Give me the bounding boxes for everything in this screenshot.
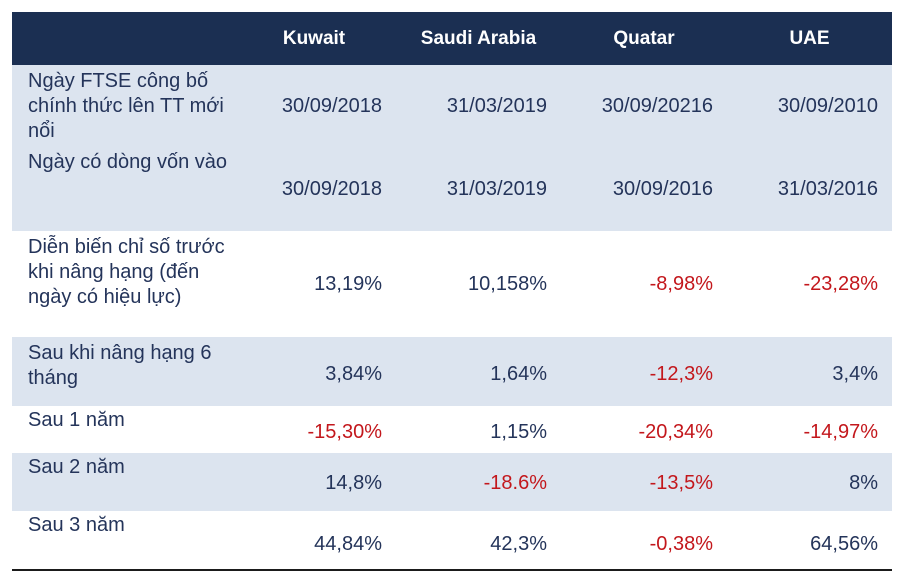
table-bottom-rule <box>12 569 892 571</box>
row-label: Sau 1 năm <box>28 409 125 431</box>
table-row: Ngày có dòng vốn vào 30/09/2018 31/03/20… <box>12 146 892 231</box>
cell-uae: -14,97% <box>803 421 879 443</box>
cell-quatar: -13,5% <box>649 472 713 494</box>
cell-quatar: 30/09/20216 <box>601 95 713 117</box>
cell-quatar: -20,34% <box>638 421 714 443</box>
cell-quatar: -12,3% <box>649 363 713 385</box>
cell-uae: 8% <box>849 472 878 494</box>
table-header: Kuwait Saudi Arabia Quatar UAE <box>12 12 892 65</box>
cell-saudi-arabia: 31/03/2019 <box>446 95 547 117</box>
header-row: Kuwait Saudi Arabia Quatar UAE <box>12 12 892 65</box>
header-saudi-arabia: Saudi Arabia <box>420 27 537 49</box>
cell-saudi-arabia: 10,158% <box>468 273 547 295</box>
cell-quatar: -0,38% <box>649 533 713 555</box>
header-uae: UAE <box>789 27 830 49</box>
cell-saudi-arabia: -18.6% <box>483 472 547 494</box>
cell-kuwait: 14,8% <box>325 472 382 494</box>
table-body: Ngày FTSE công bố chính thức lên TT mới … <box>12 65 892 569</box>
cell-saudi-arabia: 31/03/2019 <box>446 178 547 200</box>
cell-saudi-arabia: 42,3% <box>490 533 547 555</box>
cell-uae: 30/09/2010 <box>777 95 878 117</box>
row-label: Diễn biến chỉ số trước khi nâng hạng (đế… <box>28 236 225 308</box>
cell-kuwait: 30/09/2018 <box>281 95 382 117</box>
row-label: Sau khi nâng hạng 6 tháng <box>28 342 212 389</box>
table-row: Sau 3 năm 44,84% 42,3% -0,38% 64,56% <box>12 511 892 569</box>
comparison-table: Kuwait Saudi Arabia Quatar UAE Ngày FTSE… <box>12 12 892 569</box>
table-row: Sau 1 năm -15,30% 1,15% -20,34% -14,97% <box>12 406 892 453</box>
cell-saudi-arabia: 1,64% <box>490 363 547 385</box>
row-label: Ngày FTSE công bố chính thức lên TT mới … <box>28 70 224 142</box>
table-row: Sau khi nâng hạng 6 tháng 3,84% 1,64% -1… <box>12 337 892 406</box>
cell-quatar: 30/09/2016 <box>612 178 713 200</box>
cell-kuwait: 30/09/2018 <box>281 178 382 200</box>
row-label: Sau 3 năm <box>28 514 125 536</box>
cell-kuwait: 44,84% <box>314 533 382 555</box>
table-row: Sau 2 năm 14,8% -18.6% -13,5% 8% <box>12 453 892 511</box>
cell-uae: -23,28% <box>803 273 879 295</box>
table-row: Diễn biến chỉ số trước khi nâng hạng (đế… <box>12 231 892 337</box>
cell-kuwait: 13,19% <box>314 273 382 295</box>
cell-uae: 3,4% <box>832 363 878 385</box>
cell-uae: 64,56% <box>810 533 878 555</box>
header-quatar: Quatar <box>613 27 675 49</box>
table-row: Ngày FTSE công bố chính thức lên TT mới … <box>12 65 892 146</box>
cell-saudi-arabia: 1,15% <box>490 421 547 443</box>
cell-kuwait: -15,30% <box>307 421 383 443</box>
header-corner <box>12 12 232 65</box>
row-label: Ngày có dòng vốn vào <box>28 151 228 173</box>
header-kuwait: Kuwait <box>282 27 346 49</box>
cell-uae: 31/03/2016 <box>777 178 878 200</box>
cell-quatar: -8,98% <box>649 273 713 295</box>
row-label: Sau 2 năm <box>28 456 125 478</box>
cell-kuwait: 3,84% <box>325 363 382 385</box>
